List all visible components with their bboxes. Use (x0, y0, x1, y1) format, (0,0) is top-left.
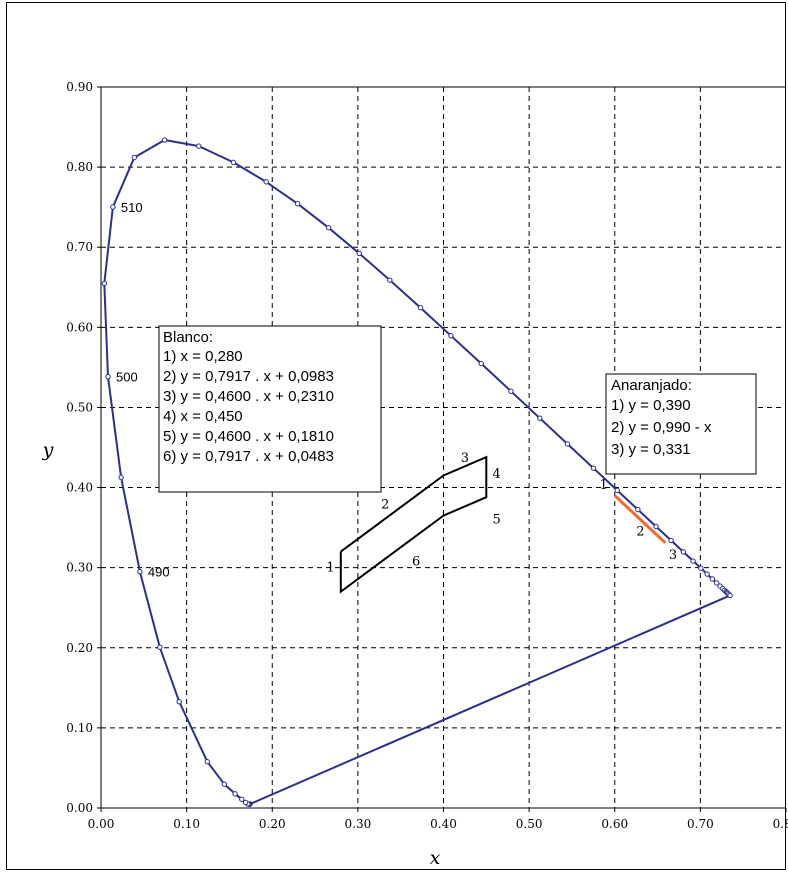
x-axis-label: x (430, 847, 441, 869)
locus-point (417, 305, 424, 311)
anaranjado-edge-label: 2 (636, 525, 644, 540)
locus-point (668, 537, 674, 544)
locus-point (110, 204, 116, 210)
locus-point (204, 758, 210, 765)
x-tick-label: 0.00 (88, 817, 115, 831)
locus-point (387, 277, 393, 283)
locus-point (294, 201, 301, 207)
locus-point (698, 565, 704, 571)
anaranjado-legend-title: Anaranjado: (611, 377, 692, 394)
locus-point (325, 225, 332, 231)
x-tick-label: 0.10 (173, 817, 200, 831)
x-tick-label: 0.50 (516, 817, 543, 831)
locus-point (221, 781, 228, 787)
anaranjado-segment (613, 494, 667, 544)
blanco-legend-title: Blanco: (163, 329, 213, 346)
blanco-region: 1 2 3 4 5 6 (326, 451, 501, 594)
blanco-edge-label: 2 (381, 497, 389, 512)
anaranjado-legend-line: 2) y = 0,990 - x (611, 419, 712, 436)
locus-point (680, 549, 687, 555)
blanco-legend-line: 6) y = 0,7917 . x + 0,0483 (163, 448, 334, 465)
blanco-legend-box: Blanco: 1) x = 0,280 2) y = 0,7917 . x +… (158, 325, 382, 493)
wavelength-label: 510 (121, 200, 143, 215)
locus-point (356, 250, 362, 257)
locus-point (242, 799, 249, 806)
blanco-legend-line: 5) y = 0,4600 . x + 0,1810 (163, 428, 334, 445)
locus-point (230, 159, 237, 166)
locus-point (727, 592, 733, 599)
x-tick-labels: 0.00 0.10 0.20 0.30 0.40 0.50 0.60 0.70 0.80 (88, 808, 788, 831)
y-tick-label: 0.90 (66, 80, 93, 94)
anaranjado-legend-line: 1) y = 0,390 (611, 397, 691, 414)
locus-point (239, 796, 245, 802)
anaranjado-region: 1 2 3 (599, 478, 677, 563)
locus-point (263, 179, 269, 185)
y-tick-label: 0.00 (66, 801, 93, 815)
blanco-edge-label: 5 (492, 513, 500, 528)
x-tick-label: 0.70 (687, 817, 714, 831)
wavelength-label: 490 (148, 565, 170, 580)
anaranjado-edge-label: 1 (599, 478, 607, 493)
y-tick-label: 0.30 (66, 561, 93, 575)
locus-point (713, 580, 720, 586)
locus-point (101, 280, 108, 287)
blanco-legend-line: 1) x = 0,280 (163, 348, 243, 365)
y-tick-labels: 0.00 0.10 0.20 0.30 0.40 0.50 0.60 0.70 0.80 0.90 (66, 80, 101, 815)
locus-point (131, 154, 138, 161)
locus-point (478, 360, 484, 367)
locus-point (176, 698, 182, 705)
locus-point (196, 143, 202, 149)
wavelength-label: 500 (116, 370, 138, 385)
x-tick-label: 0.20 (259, 817, 286, 831)
blanco-edge-label: 1 (326, 561, 334, 576)
locus-point (709, 576, 716, 582)
blanco-legend-line: 3) y = 0,4600 . x + 0,2310 (163, 388, 334, 405)
x-tick-label: 0.30 (345, 817, 372, 831)
spectral-locus (101, 137, 733, 807)
locus-point (590, 465, 597, 471)
locus-point (635, 506, 641, 513)
locus-point (232, 791, 238, 797)
x-tick-label: 0.60 (601, 817, 628, 831)
purple-line (249, 594, 731, 805)
locus-point (704, 571, 710, 577)
locus-point (690, 558, 696, 564)
locus-point (137, 568, 143, 575)
locus-point (564, 441, 571, 447)
blanco-legend-line: 4) x = 0,450 (163, 408, 243, 425)
locus-point (448, 332, 454, 339)
locus-point (105, 373, 111, 380)
locus-point (537, 415, 543, 421)
y-tick-label: 0.80 (66, 160, 93, 174)
x-tick-label: 0.80 (773, 817, 788, 831)
locus-point (157, 644, 163, 650)
blanco-legend-line: 2) y = 0,7917 . x + 0,0983 (163, 368, 334, 385)
y-tick-label: 0.10 (66, 721, 93, 735)
blanco-region-outline (339, 455, 488, 594)
locus-point (614, 487, 620, 494)
locus-point (161, 137, 168, 143)
blanco-edge-label: 3 (461, 451, 469, 466)
y-tick-label: 0.20 (66, 641, 93, 655)
locus-point (653, 523, 659, 530)
x-tick-label: 0.40 (430, 817, 457, 831)
y-tick-label: 0.70 (66, 240, 93, 254)
y-tick-label: 0.60 (66, 320, 93, 334)
locus-point (508, 388, 514, 394)
locus-point (118, 474, 124, 481)
anaranjado-legend-line: 3) y = 0,331 (611, 441, 691, 458)
wavelength-labels: 510 500 490 (116, 200, 170, 580)
y-axis-label: y (42, 439, 54, 461)
y-tick-label: 0.50 (66, 400, 93, 414)
anaranjado-legend-box: Anaranjado: 1) y = 0,390 2) y = 0,990 - … (605, 373, 757, 475)
blanco-edge-label: 6 (412, 554, 420, 569)
y-tick-label: 0.40 (66, 481, 93, 495)
blanco-edge-label: 4 (492, 467, 500, 482)
anaranjado-edge-label: 3 (669, 548, 677, 563)
